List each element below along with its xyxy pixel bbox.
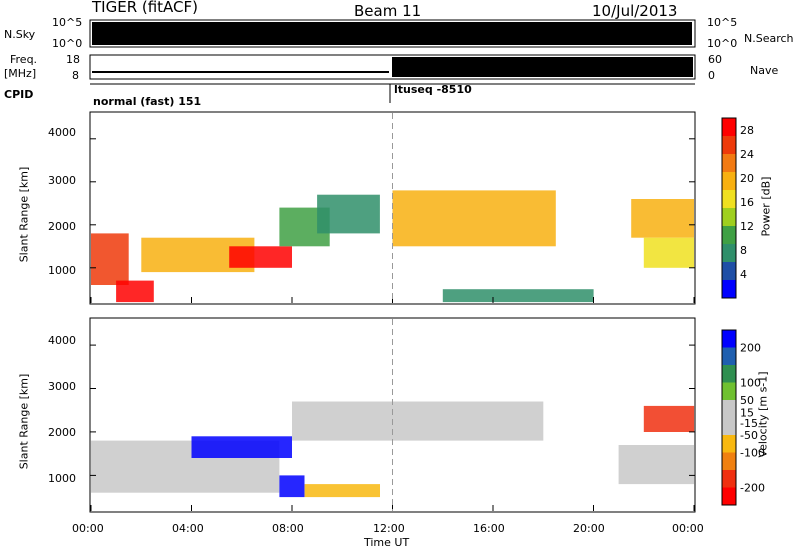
nave-label: Nave — [750, 64, 779, 77]
cpid-first-label: normal (fast) 151 — [93, 95, 202, 108]
colorbar-tick-1: 100 — [740, 377, 761, 390]
colorbar-tick-3: 15 — [740, 406, 754, 419]
colorbar-tick-5: -50 — [740, 429, 758, 442]
colorbar-swatch-8 — [722, 136, 736, 154]
velocity-y-tick-4000: 4000 — [48, 334, 76, 347]
x-tick-1200: 12:00 — [373, 522, 405, 535]
colorbar-swatch-6 — [722, 172, 736, 190]
nave-tick-top: 60 — [708, 53, 722, 66]
noise-tick-right-top: 10^5 — [707, 16, 738, 29]
beam-label: Beam 11 — [354, 2, 422, 20]
colorbar-swatch-2 — [722, 244, 736, 262]
power-panel-frame — [89, 111, 696, 305]
radar-title: TIGER (fitACF) — [92, 0, 199, 16]
heatmap-region-3 — [229, 246, 292, 268]
heatmap-region-4 — [292, 401, 544, 441]
heatmap-region-7 — [442, 289, 594, 303]
power-y-tick-4000: 4000 — [48, 126, 76, 139]
colorbar-swatch-8 — [722, 347, 736, 365]
nsearch-label: N.Search — [744, 32, 794, 45]
power-colorbar: 4 8 12 16 20 24 28 — [721, 117, 754, 299]
heatmap-region-2 — [279, 475, 305, 498]
nsky-label: N.Sky — [4, 28, 36, 41]
mhz-label: [MHz] — [4, 67, 37, 80]
x-tick-0800: 08:00 — [272, 522, 304, 535]
colorbar-swatch-9 — [722, 118, 736, 136]
heatmap-region-5 — [643, 405, 695, 432]
heatmap-region-1 — [191, 436, 292, 458]
colorbar-swatch-1 — [722, 470, 736, 488]
colorbar-tick-6: -100 — [740, 447, 765, 460]
heatmap-region-5 — [317, 194, 380, 234]
colorbar-tick-0: 4 — [740, 268, 747, 281]
colorbar-swatch-3 — [722, 435, 736, 453]
colorbar-swatch-5 — [722, 190, 736, 208]
heatmap-region-6 — [392, 190, 556, 247]
freq-label: Freq. — [10, 53, 38, 66]
colorbar-swatch-0 — [722, 280, 736, 298]
colorbar-swatch-5 — [722, 400, 736, 418]
cpid-label: CPID — [4, 88, 34, 101]
x-tick-2000: 20:00 — [573, 522, 605, 535]
colorbar-swatch-4 — [722, 417, 736, 435]
colorbar-swatch-2 — [722, 452, 736, 470]
heatmap-region-3 — [304, 484, 380, 498]
noise-tick-left-bottom: 10^0 — [52, 37, 83, 50]
power-heatmap — [90, 113, 695, 303]
velocity-panel-frame — [89, 317, 696, 513]
colorbar-tick-5: 24 — [740, 148, 754, 161]
colorbar-swatch-9 — [722, 330, 736, 348]
colorbar-swatch-6 — [722, 382, 736, 400]
velocity-y-tick-1000: 1000 — [48, 472, 76, 485]
freq-tick-top: 18 — [66, 53, 80, 66]
power-y-tick-2000: 2000 — [48, 220, 76, 233]
colorbar-frame — [721, 117, 737, 299]
noise-panel-fill — [92, 22, 692, 45]
power-y-tick-3000: 3000 — [48, 174, 76, 187]
colorbar-frame — [721, 329, 737, 506]
colorbar-tick-4: 20 — [740, 172, 754, 185]
nave-tick-bottom: 0 — [708, 69, 715, 82]
x-tick-0400: 04:00 — [172, 522, 204, 535]
heatmap-region-1 — [116, 280, 154, 303]
velocity-y-tick-3000: 3000 — [48, 380, 76, 393]
heatmap-region-0 — [91, 233, 129, 285]
x-tick-2400: 00:00 — [672, 522, 704, 535]
colorbar-swatch-7 — [722, 365, 736, 383]
colorbar-swatch-1 — [722, 262, 736, 280]
colorbar-swatch-7 — [722, 154, 736, 172]
velocity-y-tick-2000: 2000 — [48, 426, 76, 439]
velocity-heatmap — [90, 319, 695, 511]
x-tick-1600: 16:00 — [473, 522, 505, 535]
colorbar-swatch-0 — [722, 487, 736, 505]
freq-tick-bottom: 8 — [72, 69, 79, 82]
x-axis-label: Time UT — [364, 536, 410, 549]
heatmap-region-8 — [631, 199, 694, 238]
power-y-tick-1000: 1000 — [48, 264, 76, 277]
colorbar-tick-3: 16 — [740, 196, 754, 209]
heatmap-region-9 — [643, 237, 695, 268]
colorbar-tick-6: 28 — [740, 124, 754, 137]
colorbar-swatch-3 — [722, 226, 736, 244]
colorbar-tick-1: 8 — [740, 244, 747, 257]
x-tick-0000: 00:00 — [72, 522, 104, 535]
colorbar-tick-7: -200 — [740, 482, 765, 495]
noise-tick-right-bottom: 10^0 — [707, 37, 738, 50]
heatmap-region-6 — [618, 445, 694, 485]
colorbar-swatch-4 — [722, 208, 736, 226]
cpid-second-label: ltuseq -8510 — [394, 83, 472, 96]
colorbar-tick-2: 50 — [740, 394, 754, 407]
nave-trace-right — [392, 57, 693, 77]
colorbar-tick-0: 200 — [740, 342, 761, 355]
colorbar-tick-4: -15 — [740, 417, 758, 430]
colorbar-tick-2: 12 — [740, 220, 754, 233]
date-label: 10/Jul/2013 — [592, 2, 678, 20]
noise-tick-left-top: 10^5 — [52, 16, 83, 29]
